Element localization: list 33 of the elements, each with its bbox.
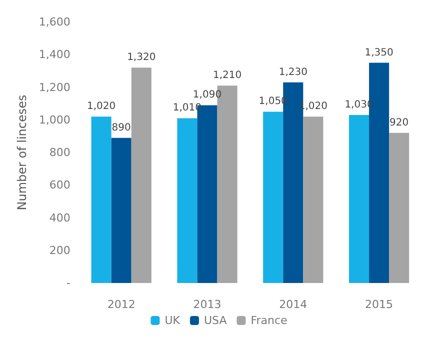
- bar: [91, 116, 112, 283]
- y-tick-label: 1,000: [38, 113, 70, 126]
- y-tick-label: 800: [49, 146, 70, 159]
- y-tick-label: 200: [49, 244, 70, 257]
- bar: [389, 132, 410, 283]
- y-tick-label: 1,200: [38, 80, 70, 94]
- data-label: 1,350: [364, 47, 394, 58]
- bar: [303, 116, 324, 283]
- data-label: 1,020: [86, 101, 116, 112]
- data-label: 890: [112, 122, 131, 134]
- bar: [111, 138, 132, 283]
- bar: [263, 112, 284, 283]
- bar: [131, 68, 152, 283]
- legend-label: France: [250, 314, 288, 327]
- x-tick-label: 2014: [279, 298, 308, 311]
- y-axis-title: Number of linceses: [15, 94, 29, 210]
- data-label: 1,230: [278, 66, 308, 78]
- y-tick-label: 1,400: [38, 48, 70, 62]
- bar: [348, 114, 370, 283]
- data-label: 1,090: [192, 90, 222, 101]
- y-tick-label: 400: [49, 211, 70, 224]
- data-label: 1,210: [212, 70, 242, 82]
- y-tick-label: -: [66, 276, 70, 290]
- legend-label: USA: [204, 314, 228, 327]
- bar: [177, 118, 198, 283]
- y-tick-label: 1,600: [38, 16, 70, 28]
- legend-label: UK: [164, 314, 181, 327]
- x-tick-label: 2013: [193, 298, 222, 311]
- y-tick-label: 600: [49, 178, 70, 192]
- x-tick-label: 2012: [107, 298, 136, 311]
- data-label: 1,320: [127, 52, 156, 64]
- data-label: 920: [390, 117, 409, 128]
- x-tick-label: 2015: [365, 298, 394, 311]
